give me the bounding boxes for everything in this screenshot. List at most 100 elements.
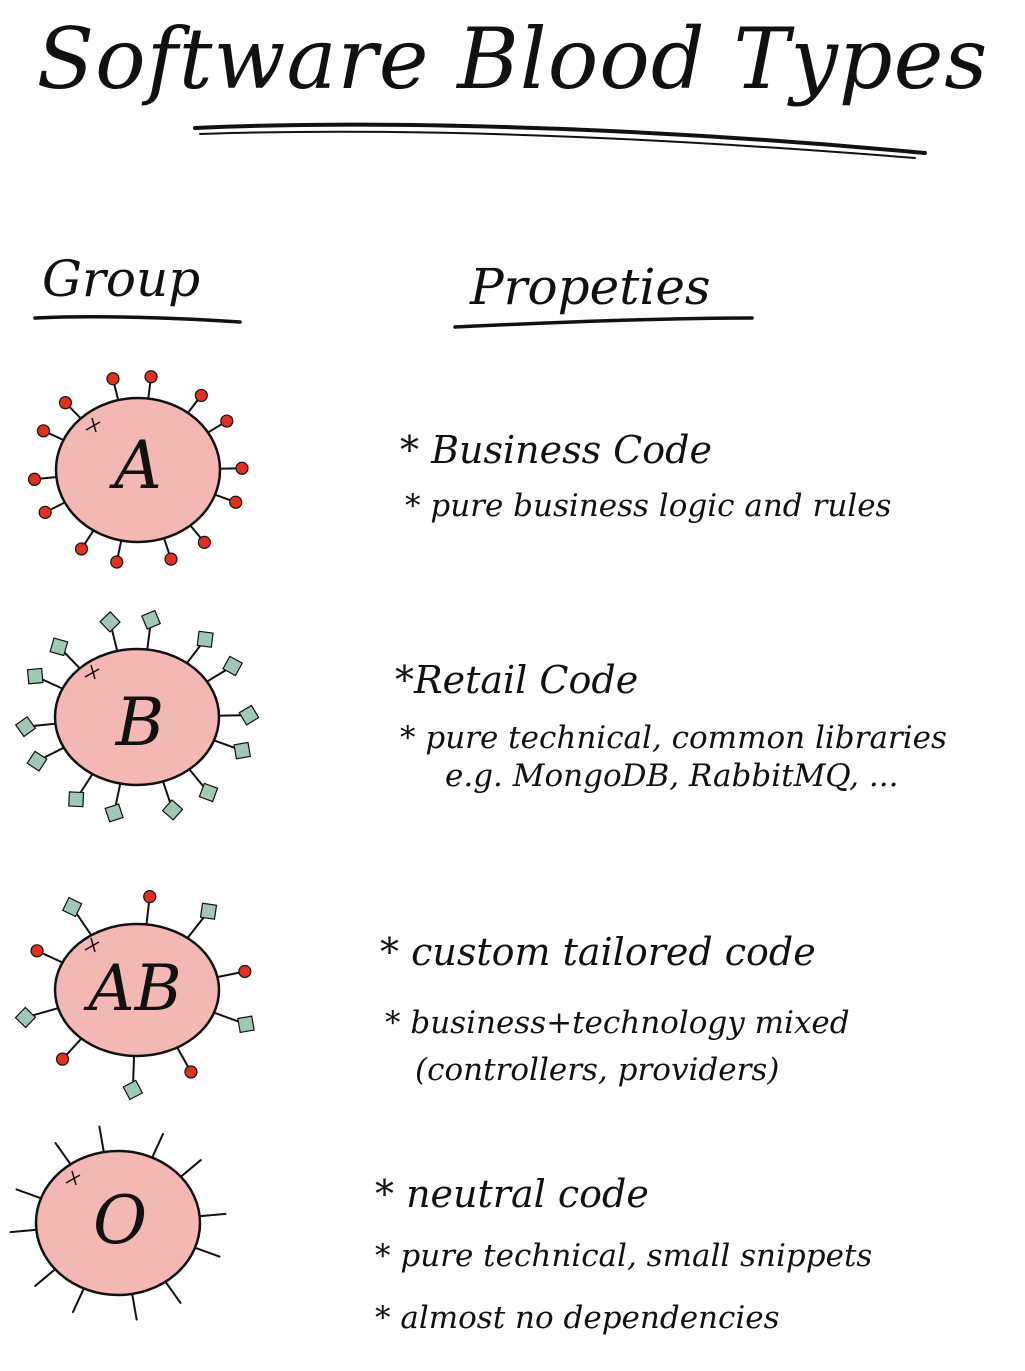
antigen-spoke (186, 766, 206, 789)
blood-cell-b: B (14, 609, 260, 823)
cell-body (53, 647, 221, 787)
antigen-spoke (214, 714, 244, 717)
cell-body (34, 1149, 202, 1297)
antigen-spoke (149, 1132, 165, 1162)
blood-cell-a: A (27, 370, 249, 569)
antigen-spoke (62, 650, 83, 672)
antigen-b-marker (222, 655, 244, 677)
antigen-b-marker (196, 630, 214, 648)
antigen-b-marker (14, 715, 37, 738)
antigen-spoke (162, 1278, 182, 1304)
blood-cell-label: AB (83, 952, 181, 1026)
group-ab-property: (controllers, providers) (415, 1052, 780, 1088)
antigen-b-marker (237, 1015, 255, 1034)
antigen-a-marker (229, 495, 243, 509)
antigen-a-marker (194, 388, 208, 403)
antigen-a-marker (235, 461, 249, 475)
group-b-title: *Retail Code (395, 658, 639, 702)
group-o-title: * neutral code (375, 1172, 649, 1216)
group-header: Group (42, 250, 201, 308)
antigen-b-marker (99, 611, 121, 633)
antigen-a-marker (30, 944, 44, 958)
antigen-spoke (30, 1006, 63, 1017)
cell-texture-mark (65, 1170, 81, 1186)
antigen-a-marker (184, 1065, 198, 1079)
blood-cell-ab: AB (14, 890, 255, 1101)
antigen-a-marker (55, 1052, 70, 1066)
group-ab-title: * custom tailored code (380, 930, 816, 974)
blood-cell-o: O (9, 1125, 227, 1321)
antigen-a-marker (74, 542, 89, 556)
antigen-spoke (39, 677, 67, 691)
blood-cell-label: B (115, 684, 165, 761)
antigen-b-marker (14, 1006, 37, 1029)
antigen-spoke (9, 1228, 41, 1234)
antigen-spoke (210, 738, 238, 750)
antigen-spoke (41, 745, 68, 760)
properties-header: Propeties (470, 258, 711, 316)
group-o-property: * pure technical, small snippets (375, 1238, 873, 1274)
antigen-spoke (78, 770, 96, 796)
group-b-property: e.g. MongoDB, RabbitMQ, ... (445, 758, 899, 794)
antigen-spoke (15, 1188, 45, 1201)
blood-cell-label: O (93, 1182, 147, 1259)
antigen-a-marker (220, 414, 234, 428)
antigen-a-marker (197, 535, 211, 549)
group-b-property: * pure technical, common libraries (400, 720, 947, 756)
antigen-spoke (71, 1284, 87, 1314)
cell-texture-mark (85, 417, 101, 433)
antigen-b-marker (68, 791, 85, 808)
antigen-spoke (132, 1051, 136, 1085)
antigen-a-marker (238, 964, 252, 979)
group-a-property: * pure business logic and rules (405, 488, 892, 524)
antigen-spoke (98, 1125, 106, 1157)
cell-texture-mark (84, 664, 100, 680)
group-o-property: * almost no dependencies (375, 1300, 780, 1336)
antigen-spoke (161, 777, 172, 806)
antigen-a-marker (36, 424, 51, 438)
antigen-spoke (54, 1142, 74, 1168)
antigen-a-marker (164, 552, 178, 566)
antigen-spoke (210, 1010, 242, 1024)
antigen-b-marker (238, 704, 260, 726)
group-ab-property: * business+technology mixed (385, 1005, 850, 1041)
antigen-b-marker (26, 667, 44, 685)
antigen-b-marker (104, 803, 124, 823)
antigen-b-marker (161, 799, 184, 821)
antigen-spoke (145, 624, 152, 654)
antigen-spoke (195, 1212, 227, 1218)
cell-texture-mark (84, 937, 100, 953)
antigen-spoke (110, 626, 119, 655)
antigen-b-marker (140, 609, 162, 630)
antigen-spoke (74, 911, 94, 939)
cell-body (54, 396, 222, 544)
antigen-b-marker (198, 782, 219, 803)
antigen-spoke (130, 1289, 138, 1321)
antigen-b-marker (199, 902, 218, 920)
antigen-a-marker (38, 505, 52, 519)
page-title: Software Blood Types (36, 10, 989, 108)
antigen-b-marker (233, 741, 252, 760)
antigen-a-marker (106, 372, 120, 386)
antigen-spoke (184, 643, 203, 667)
antigen-b-marker (122, 1079, 144, 1101)
antigen-b-marker (26, 750, 48, 772)
antigen-a-marker (110, 555, 124, 569)
antigen-spoke (114, 779, 122, 809)
group-a-title: * Business Code (400, 428, 712, 472)
antigen-spoke (184, 914, 206, 942)
antigen-b-marker (49, 637, 69, 657)
antigen-spoke (203, 668, 229, 685)
antigen-a-marker (143, 890, 157, 904)
antigen-a-marker (144, 370, 158, 384)
antigen-a-marker (27, 472, 42, 486)
cell-body (53, 922, 221, 1058)
blood-cell-label: A (108, 427, 162, 504)
antigen-spoke (177, 1159, 202, 1180)
antigen-a-marker (58, 396, 73, 410)
antigen-spoke (30, 722, 60, 728)
antigen-spoke (191, 1245, 221, 1258)
antigen-b-marker (61, 896, 83, 918)
antigen-spoke (34, 1266, 59, 1287)
